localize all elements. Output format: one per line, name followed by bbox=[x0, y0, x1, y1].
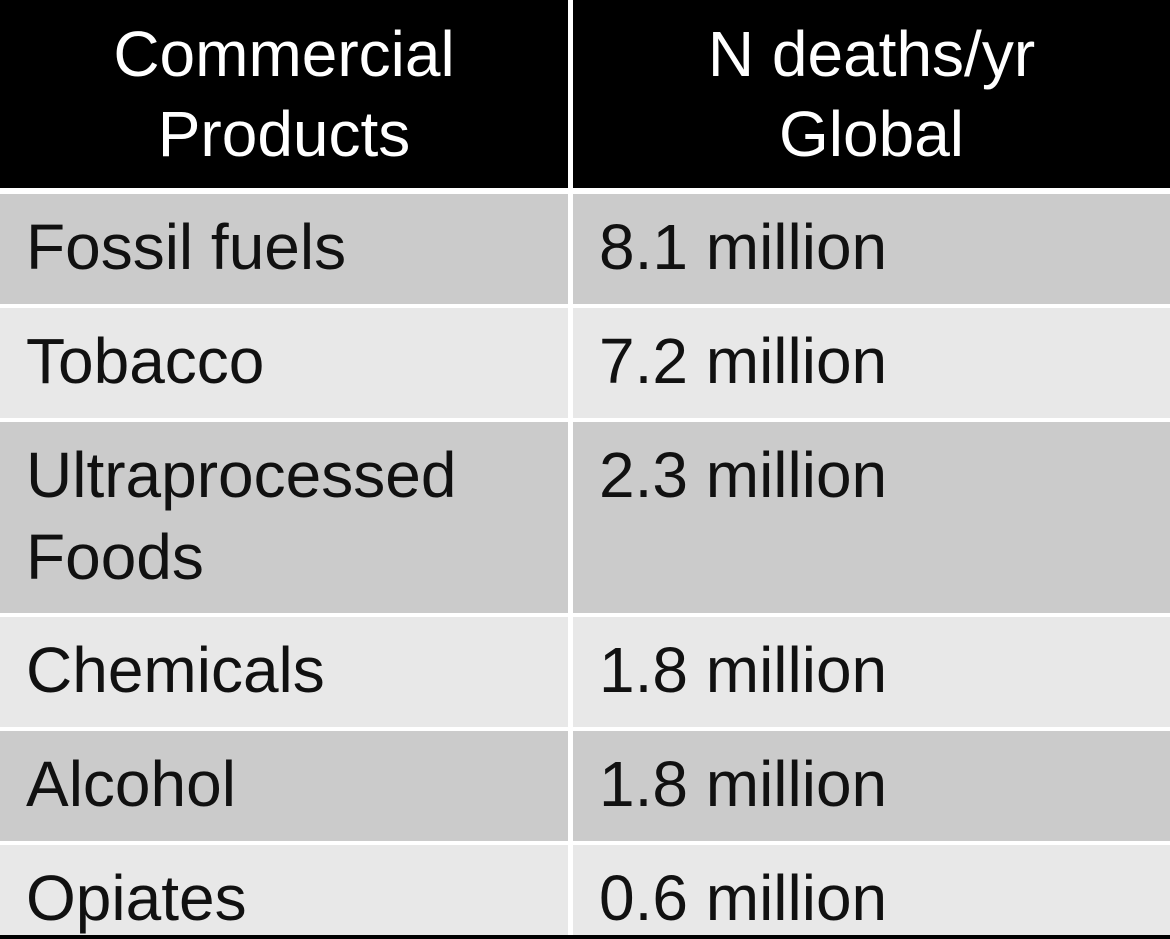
deaths-cell: 1.8 million bbox=[599, 634, 888, 706]
product-cell: Opiates bbox=[26, 862, 247, 934]
table-row: Ultraprocessed Foods 2.3 million bbox=[0, 422, 1170, 613]
table-bottom-border bbox=[0, 935, 1170, 939]
product-cell: Fossil fuels bbox=[26, 211, 347, 283]
deaths-cell: 1.8 million bbox=[599, 748, 888, 820]
column-divider bbox=[568, 617, 573, 727]
product-cell: Alcohol bbox=[26, 748, 236, 820]
table-row: Alcohol 1.8 million bbox=[0, 731, 1170, 841]
table-row: Chemicals 1.8 million bbox=[0, 617, 1170, 727]
column-divider bbox=[568, 194, 573, 304]
table-row: Tobacco 7.2 million bbox=[0, 308, 1170, 418]
column-header-products: Commercial Products bbox=[113, 18, 455, 170]
deaths-cell: 0.6 million bbox=[599, 862, 888, 934]
column-header-deaths: N deaths/yr Global bbox=[707, 18, 1036, 170]
column-divider bbox=[568, 422, 573, 613]
table-header: Commercial Products N deaths/yr Global bbox=[0, 0, 1170, 188]
product-cell: Chemicals bbox=[26, 634, 325, 706]
deaths-cell: 7.2 million bbox=[599, 325, 888, 397]
header-divider bbox=[568, 0, 573, 188]
product-cell: Ultraprocessed Foods bbox=[26, 439, 457, 593]
column-divider bbox=[568, 308, 573, 418]
column-divider bbox=[568, 845, 573, 935]
table-row: Opiates 0.6 million bbox=[0, 845, 1170, 935]
column-divider bbox=[568, 731, 573, 841]
deaths-cell: 2.3 million bbox=[599, 439, 888, 511]
deaths-cell: 8.1 million bbox=[599, 211, 888, 283]
table-row: Fossil fuels 8.1 million bbox=[0, 194, 1170, 304]
product-cell: Tobacco bbox=[26, 325, 265, 397]
